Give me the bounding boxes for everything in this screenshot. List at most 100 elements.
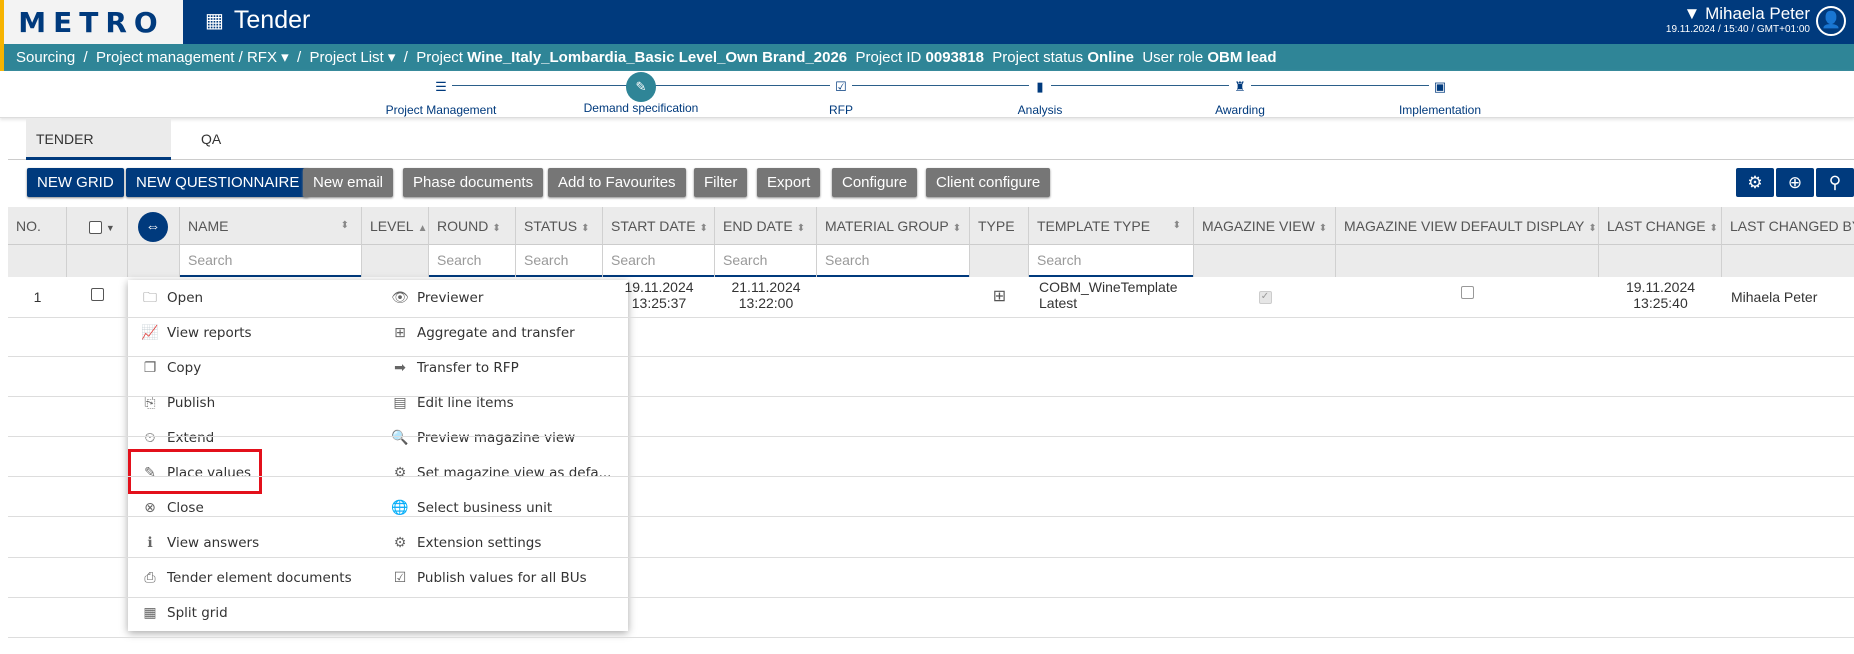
- menu-item-preview-magazine-view[interactable]: 🔍 Preview magazine view: [390, 421, 575, 456]
- magazine-default-checkbox[interactable]: [1461, 286, 1474, 299]
- magazine-view: ✓: [1194, 286, 1336, 304]
- search-button[interactable]: ⚲: [1816, 168, 1854, 197]
- search-input-status[interactable]: [516, 245, 602, 277]
- step-implementation[interactable]: ▣ Implementation: [1340, 76, 1540, 117]
- column-header-material-group[interactable]: MATERIAL GROUP ⬍: [817, 207, 970, 245]
- column-header-status[interactable]: STATUS ⬍: [516, 207, 603, 245]
- menu-item-select-business-unit[interactable]: 🌐 Select business unit: [390, 491, 552, 526]
- export-button[interactable]: Export: [757, 168, 821, 197]
- menu-item-extension-settings[interactable]: ⚙ Extension settings: [390, 526, 542, 561]
- sort-icon[interactable]: ⬍: [1588, 223, 1597, 234]
- sort-icon[interactable]: ⬍: [1709, 223, 1718, 234]
- sort-icon[interactable]: ⬍: [796, 223, 806, 234]
- search-input-template-type[interactable]: [1029, 245, 1193, 277]
- sort-icon[interactable]: ⬍: [1172, 220, 1181, 231]
- metro-logo[interactable]: METRO: [0, 0, 183, 44]
- column-header-magazine-view[interactable]: MAGAZINE VIEW ⬍: [1194, 207, 1336, 245]
- new-email-button[interactable]: New email: [303, 168, 394, 197]
- line-chart-icon: 📈: [141, 325, 159, 341]
- row-select[interactable]: [67, 288, 128, 304]
- step-awarding[interactable]: ♜ Awarding: [1140, 76, 1340, 117]
- document-check-icon: ☑: [830, 76, 852, 98]
- search-input-start-date[interactable]: [603, 245, 714, 277]
- row-checkbox[interactable]: [91, 288, 104, 301]
- sort-icon[interactable]: ▲: [417, 223, 428, 234]
- filter-cell: [1336, 245, 1599, 277]
- add-to-favourites-button[interactable]: Add to Favourites: [548, 168, 686, 197]
- menu-item-copy[interactable]: ❐ Copy: [140, 351, 202, 386]
- column-header-end-date[interactable]: END DATE ⬍: [715, 207, 817, 245]
- expand-columns-icon[interactable]: ⇔: [138, 212, 168, 243]
- tab-qa[interactable]: QA: [201, 131, 222, 147]
- menu-item-transfer-to-rfp[interactable]: ➡ Transfer to RFP: [390, 351, 519, 386]
- sort-icon[interactable]: ⬍: [952, 223, 962, 234]
- column-header-level[interactable]: LEVEL ▲: [362, 207, 429, 245]
- column-header-last-change[interactable]: LAST CHANGE ⬍: [1599, 207, 1722, 245]
- filter-cell: [180, 245, 362, 277]
- context-menu: 🗀 Open 📈 View reports ❐ Copy ⎘ Publish ⏲ Extend ✎ P…: [128, 280, 628, 631]
- sort-icon[interactable]: ⬍: [492, 223, 501, 234]
- menu-item-aggregate-and-transfer[interactable]: ⊞ Aggregate and transfer: [390, 316, 575, 351]
- sort-icon[interactable]: ⬍: [699, 223, 708, 234]
- gear-icon: ⚙: [1747, 173, 1763, 192]
- row-divider: [8, 317, 1854, 318]
- new-questionnaire-button[interactable]: NEW QUESTIONNAIRE: [126, 168, 310, 197]
- menu-item-previewer[interactable]: 👁 Previewer: [390, 281, 483, 316]
- column-header-col-[interactable]: ▼: [67, 207, 128, 245]
- step-analysis[interactable]: ▮ Analysis: [940, 76, 1140, 117]
- menu-item-set-magazine-view-as-defa[interactable]: ⚙ Set magazine view as defa...: [390, 456, 612, 491]
- column-header-magazine-view-default-display[interactable]: MAGAZINE VIEW DEFAULT DISPLAY ⬍: [1336, 207, 1599, 245]
- start-date: 19.11.2024 13:25:37: [624, 279, 694, 311]
- menu-item-view-reports[interactable]: 📈 View reports: [140, 316, 251, 351]
- breadcrumb-project-management[interactable]: Project management / RFX ▾: [96, 49, 289, 66]
- column-header-type[interactable]: TYPE: [970, 207, 1029, 245]
- breadcrumb-sourcing[interactable]: Sourcing: [16, 49, 76, 66]
- sort-icon[interactable]: ⬍: [1318, 223, 1328, 234]
- menu-item-edit-line-items[interactable]: ▤ Edit line items: [390, 386, 513, 421]
- column-header-start-date[interactable]: START DATE ⬍: [603, 207, 715, 245]
- phase-documents-button[interactable]: Phase documents: [403, 168, 544, 197]
- menu-item-place-values[interactable]: ✎ Place values: [140, 456, 251, 491]
- step-project-management[interactable]: ☰ Project Management: [341, 76, 541, 117]
- menu-item-close[interactable]: ⊗ Close: [140, 491, 204, 526]
- tab-tender-elements[interactable]: TENDER ELEMENTS: [26, 118, 171, 189]
- menu-item-publish-values-for-all-bus[interactable]: ☑ Publish values for all BUs: [390, 561, 587, 596]
- user-menu[interactable]: ▼ Mihaela Peter 19.11.2024 / 15:40 / GMT+…: [1665, 4, 1810, 35]
- select-all-checkbox[interactable]: [89, 220, 102, 234]
- column-header-round[interactable]: ROUND ⬍: [429, 207, 516, 245]
- column-header-name[interactable]: NAME ⬍: [180, 207, 362, 245]
- menu-item-split-grid[interactable]: ▦ Split grid: [140, 596, 227, 631]
- step-demand-specification[interactable]: ✎ Demand specification: [541, 72, 741, 115]
- column-header-template-type[interactable]: TEMPLATE TYPE ⬍: [1029, 207, 1194, 245]
- client-configure-button[interactable]: Client configure: [926, 168, 1051, 197]
- menu-item-publish[interactable]: ⎘ Publish: [140, 386, 215, 421]
- row-divider: [8, 597, 1854, 598]
- search-input-end-date[interactable]: [715, 245, 816, 277]
- tabs: TENDER ELEMENTS QA: [8, 118, 1854, 189]
- sort-icon[interactable]: ⬍: [340, 220, 349, 231]
- search-input-round[interactable]: [429, 245, 515, 277]
- attachment-document-icon: ⎙: [144, 570, 156, 586]
- search-input-name[interactable]: [180, 245, 361, 277]
- step-rfp[interactable]: ☑ RFP: [741, 76, 941, 117]
- configure-button[interactable]: Configure: [832, 168, 918, 197]
- settings-button[interactable]: ⚙: [1736, 168, 1774, 197]
- sort-icon[interactable]: ⬍: [581, 223, 590, 234]
- folder-plus-icon: 🗀: [143, 290, 157, 306]
- filter-button[interactable]: Filter: [694, 168, 748, 197]
- column-header-last-changed-by[interactable]: LAST CHANGED BY: [1722, 207, 1854, 245]
- logo-accent: [0, 0, 4, 71]
- menu-item-tender-element-documents[interactable]: ⎙ Tender element documents: [140, 561, 351, 596]
- breadcrumb-project-list[interactable]: Project List ▾: [309, 49, 396, 66]
- filter-cell: [1194, 245, 1336, 277]
- search-input-material-group[interactable]: [817, 245, 969, 277]
- new-grid-button[interactable]: NEW GRID: [27, 168, 124, 197]
- menu-item-extend[interactable]: ⏲ Extend: [140, 421, 215, 456]
- menu-item-view-answers[interactable]: ℹ View answers: [140, 526, 259, 561]
- menu-item-open[interactable]: 🗀 Open: [140, 281, 203, 316]
- column-header-no-[interactable]: NO.: [8, 207, 67, 245]
- avatar-icon[interactable]: 👤: [1816, 6, 1846, 36]
- zoom-in-button[interactable]: ⊕: [1776, 168, 1814, 197]
- magnifier-document-icon: 🔍: [391, 430, 409, 446]
- column-header-col-[interactable]: ⇔: [128, 207, 180, 245]
